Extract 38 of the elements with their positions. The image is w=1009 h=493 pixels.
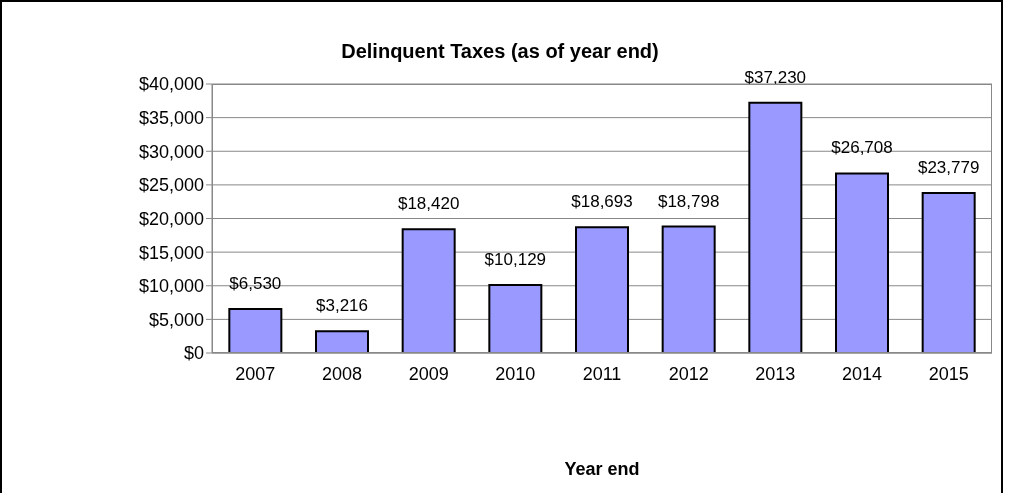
- data-label: $26,708: [831, 138, 893, 158]
- bar: [661, 225, 716, 353]
- y-tick-label: $25,000: [138, 175, 204, 196]
- y-tick-label: $0: [183, 343, 204, 364]
- x-tick-label: 2007: [235, 363, 276, 384]
- bar: [921, 192, 976, 353]
- bar: [315, 330, 369, 353]
- bar: [748, 101, 803, 353]
- y-tick-label: $40,000: [138, 74, 204, 95]
- data-label: $23,779: [917, 158, 980, 178]
- y-tick-label: $35,000: [138, 108, 204, 129]
- chart-title: Delinquent Taxes (as of year end): [340, 40, 660, 63]
- x-tick-label: 2015: [928, 363, 969, 384]
- y-tick-label: $30,000: [138, 141, 204, 162]
- x-tick-label: 2011: [582, 363, 622, 384]
- bar: [575, 226, 629, 353]
- data-label: $3,216: [316, 296, 368, 316]
- x-tick-label: 2010: [495, 363, 536, 384]
- x-tick-label: 2014: [841, 363, 883, 384]
- data-label: $18,420: [397, 194, 460, 214]
- bar: [835, 172, 889, 353]
- x-tick-label: 2008: [321, 363, 363, 384]
- x-tick-label: 2009: [408, 363, 449, 384]
- x-axis-title: Year end: [564, 459, 640, 479]
- data-label: $10,129: [484, 249, 547, 269]
- data-label: $37,230: [744, 67, 807, 87]
- data-label: $18,798: [657, 191, 720, 211]
- y-tick-label: $15,000: [138, 242, 204, 263]
- bar: [488, 283, 543, 353]
- bar: [228, 308, 283, 353]
- y-tick-label: $10,000: [138, 276, 204, 297]
- y-tick-label: $5,000: [148, 309, 204, 330]
- bar: [401, 228, 456, 353]
- x-tick-label: 2012: [668, 363, 709, 384]
- data-label: $18,693: [571, 192, 633, 212]
- x-tick-label: 2013: [755, 363, 796, 384]
- data-label: $6,530: [229, 274, 282, 294]
- y-tick-label: $20,000: [138, 208, 204, 229]
